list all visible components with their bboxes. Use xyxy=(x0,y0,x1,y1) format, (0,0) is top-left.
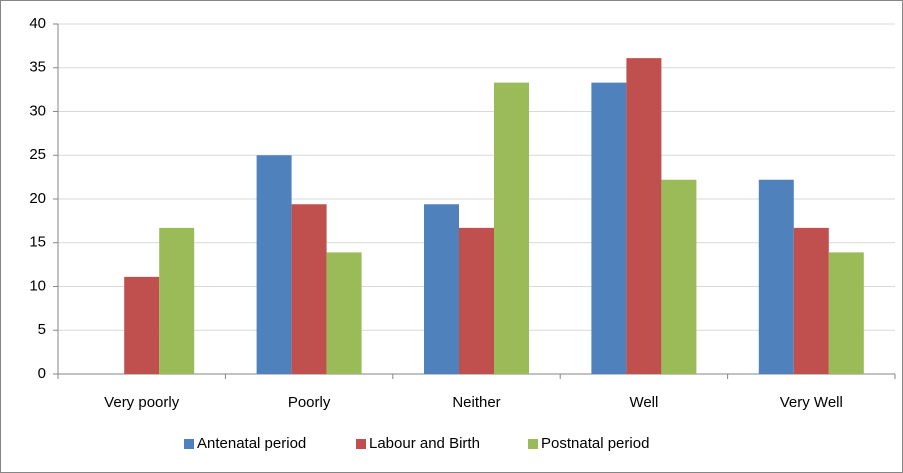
y-tick-label: 0 xyxy=(38,365,46,382)
legend-swatch xyxy=(184,439,194,449)
bar xyxy=(626,58,662,374)
x-tick-label: Very Well xyxy=(780,394,843,411)
y-tick-label: 20 xyxy=(29,190,46,207)
bar xyxy=(828,252,864,374)
bar xyxy=(793,227,829,374)
x-tick-label: Poorly xyxy=(288,394,331,411)
bar xyxy=(661,179,697,374)
bar xyxy=(459,227,494,374)
y-tick-label: 15 xyxy=(29,234,46,251)
x-tick-label: Very poorly xyxy=(104,394,180,411)
bar xyxy=(124,276,160,374)
bar xyxy=(591,82,627,374)
legend-swatch xyxy=(356,439,366,449)
y-tick-label: 10 xyxy=(29,277,46,294)
y-tick-label: 30 xyxy=(29,102,46,119)
y-tick-label: 5 xyxy=(38,321,46,338)
x-tick-label: Well xyxy=(629,394,658,411)
x-tick-label: Neither xyxy=(452,394,500,411)
y-tick-label: 40 xyxy=(29,15,46,32)
bar xyxy=(758,179,794,374)
legend-label: Antenatal period xyxy=(197,435,306,452)
y-tick-label: 35 xyxy=(29,59,46,76)
legend-label: Labour and Birth xyxy=(369,435,480,452)
bar xyxy=(291,204,327,374)
legend-swatch xyxy=(528,439,538,449)
bar xyxy=(326,252,362,374)
bar xyxy=(159,227,195,374)
bar xyxy=(256,155,292,374)
bar xyxy=(424,204,459,374)
legend-label: Postnatal period xyxy=(541,435,649,452)
y-tick-label: 25 xyxy=(29,146,46,163)
bar xyxy=(494,82,529,374)
